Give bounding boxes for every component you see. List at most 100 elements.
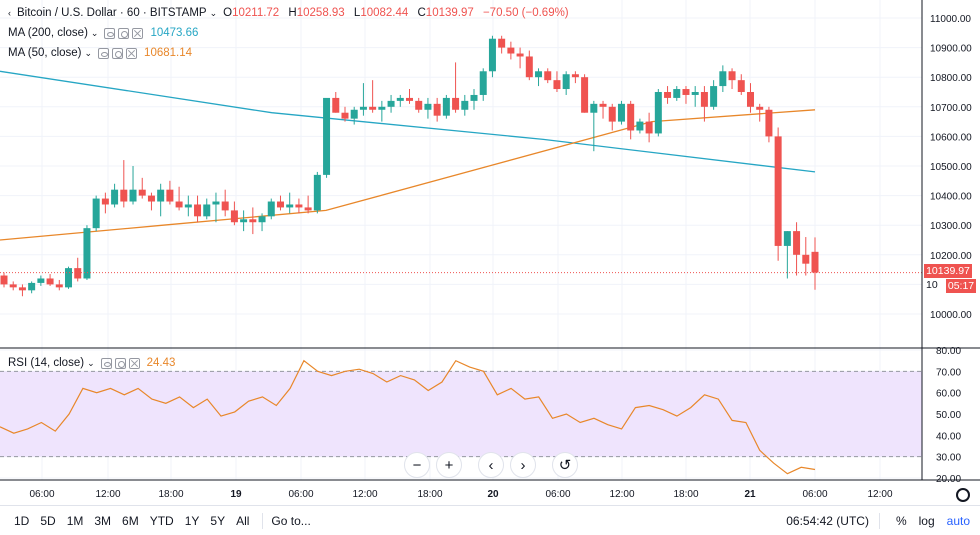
y-tick-label: 10900.00 xyxy=(930,44,972,55)
reset-chart-button[interactable]: ↺ xyxy=(552,452,578,478)
eye-icon[interactable] xyxy=(98,47,110,59)
timeframe-1y[interactable]: 1Y xyxy=(184,513,200,528)
log-scale-button[interactable]: log xyxy=(918,514,935,528)
candle-body xyxy=(387,100,395,107)
rsi-y-tick-label: 50.00 xyxy=(936,410,961,421)
candle-body xyxy=(700,92,708,107)
candle-body xyxy=(424,103,432,110)
timeframe-1m[interactable]: 1M xyxy=(66,513,84,528)
ma50-legend: MA (50, close) ⌄ 10681.14 xyxy=(8,45,192,61)
candle-body xyxy=(74,268,82,279)
rsi-y-tick-label: 30.00 xyxy=(936,453,961,464)
price-tick-partial: 10 xyxy=(926,279,938,291)
x-tick-label: 18:00 xyxy=(158,489,183,500)
candle-body xyxy=(682,89,690,95)
chevron-down-icon[interactable]: ⌄ xyxy=(90,28,99,38)
y-tick-label: 10800.00 xyxy=(930,73,972,84)
candle-body xyxy=(737,80,745,92)
candle-body xyxy=(249,219,257,223)
ma200-legend: MA (200, close) ⌄ 10473.66 xyxy=(8,25,198,41)
candle-body xyxy=(719,71,727,87)
ma200-polyline xyxy=(0,70,816,173)
y-tick-label: 10300.00 xyxy=(930,221,972,232)
symbol-title[interactable]: Bitcoin / U.S. Dollar · 60 · BITSTAMP xyxy=(17,7,207,19)
utc-clock[interactable]: 06:54:42 (UTC) xyxy=(786,514,869,528)
timeframe-ytd[interactable]: YTD xyxy=(149,513,174,528)
candle-body xyxy=(157,189,165,202)
candle-body xyxy=(258,216,266,223)
candle-body xyxy=(581,77,589,113)
ma50-line xyxy=(0,109,816,241)
bottom-toolbar: 1D 5D 1M 3M 6M YTD 1Y 5Y All Go to... 06:54:42 (… xyxy=(0,505,980,535)
timeframe-all[interactable]: All xyxy=(236,513,250,528)
chevron-down-icon[interactable]: ⌄ xyxy=(87,358,95,368)
candle-body xyxy=(479,71,487,95)
chart-settings-gear-icon[interactable] xyxy=(956,488,970,502)
candle-body xyxy=(774,136,782,246)
ma200-label[interactable]: MA (200, close) xyxy=(8,27,88,39)
rsi-label[interactable]: RSI (14, close) xyxy=(8,357,85,369)
price-chart[interactable]: 11000.00 10900.00 10800.00 10700.00 10600.00… xyxy=(0,0,980,505)
axes: 11000.00 10900.00 10800.00 10700.00 10600.00… xyxy=(0,0,980,500)
rsi-legend: RSI (14, close) ⌄ 24.43 xyxy=(8,355,175,371)
candle-body xyxy=(452,97,460,110)
rsi-value: 24.43 xyxy=(146,357,176,369)
close-icon[interactable] xyxy=(126,47,138,59)
candle-body xyxy=(525,56,533,78)
close-icon[interactable] xyxy=(128,357,140,369)
timeframe-1d[interactable]: 1D xyxy=(14,513,30,528)
candle-body xyxy=(111,189,119,205)
zoom-out-button[interactable]: − xyxy=(404,452,430,478)
gear-icon[interactable] xyxy=(118,27,130,39)
scroll-left-button[interactable]: ‹ xyxy=(478,452,504,478)
zoom-in-button[interactable]: + xyxy=(436,452,462,478)
candle-body xyxy=(46,278,54,285)
candle-body xyxy=(571,74,579,78)
percent-scale-button[interactable]: % xyxy=(895,514,907,528)
close-icon[interactable] xyxy=(132,27,144,39)
candle-body xyxy=(37,278,45,283)
gear-icon[interactable] xyxy=(112,47,124,59)
eye-icon[interactable] xyxy=(100,357,112,369)
ohlc-values: O10211.72 H10258.93 L10082.44 C10139.97 … xyxy=(223,5,575,21)
x-tick-label: 06:00 xyxy=(29,489,54,500)
y-tick-label: 10400.00 xyxy=(930,192,972,203)
candle-body xyxy=(433,103,441,116)
x-tick-label: 12:00 xyxy=(867,489,892,500)
goto-button[interactable]: Go to... xyxy=(271,513,311,528)
collapse-chevron-icon[interactable]: ‹ xyxy=(8,8,11,18)
chevron-down-icon[interactable]: ⌄ xyxy=(209,8,218,18)
candle-body xyxy=(129,189,137,202)
candle-body xyxy=(544,71,552,81)
candle-body xyxy=(811,251,819,273)
high-value: 10258.93 xyxy=(296,7,345,19)
timeframe-6m[interactable]: 6M xyxy=(122,513,139,528)
auto-scale-button[interactable]: auto xyxy=(946,514,970,528)
y-tick-label: 10600.00 xyxy=(930,132,972,143)
rsi-y-tick-label: 60.00 xyxy=(936,389,961,400)
candle-body xyxy=(9,284,17,288)
low-label: L xyxy=(353,7,361,19)
timeframe-5d[interactable]: 5D xyxy=(40,513,56,528)
candle-body xyxy=(627,103,635,131)
candle-body xyxy=(415,100,423,110)
chevron-down-icon[interactable]: ⌄ xyxy=(84,48,93,58)
y-tick-label: 11000.00 xyxy=(930,14,971,25)
scroll-right-button[interactable]: › xyxy=(510,452,536,478)
candle-body xyxy=(664,92,672,98)
y-tick-label: 10000.00 xyxy=(930,310,972,321)
x-tick-label: 20 xyxy=(487,489,499,500)
candle-body xyxy=(92,198,100,229)
ma50-label[interactable]: MA (50, close) xyxy=(8,47,82,59)
timeframe-3m[interactable]: 3M xyxy=(94,513,112,528)
timeframe-5y[interactable]: 5Y xyxy=(210,513,226,528)
countdown-label: 05:17 xyxy=(946,279,976,293)
eye-icon[interactable] xyxy=(104,27,116,39)
rsi-polyline xyxy=(0,359,816,475)
candle-body xyxy=(590,103,598,113)
candle-body xyxy=(802,254,810,264)
gear-icon[interactable] xyxy=(114,357,126,369)
rsi-y-tick-label: 40.00 xyxy=(936,431,961,442)
chart-navigation: − + ‹ › ↺ xyxy=(404,452,578,478)
candle-body xyxy=(221,201,229,211)
